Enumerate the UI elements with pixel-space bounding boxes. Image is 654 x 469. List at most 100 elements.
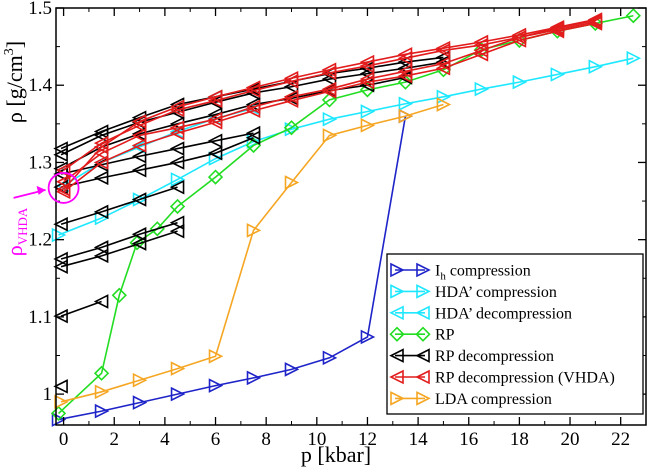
series-5-point-1-7: [321, 81, 337, 97]
series-6: [54, 97, 452, 410]
plot-frame: [55, 7, 647, 426]
series-4-point-6-4: [207, 133, 223, 149]
series-4-line-4: [60, 186, 178, 225]
series-6-point-0-8: [360, 118, 376, 133]
series-3-point-0-0: [50, 405, 67, 422]
y-tick-label-2: 1.2: [28, 230, 52, 251]
vhda-circle: [47, 172, 80, 204]
series-4-point-2-3: [169, 223, 185, 239]
legend-label-main-3: RP: [435, 327, 455, 344]
series-5-point-1-2: [131, 128, 147, 143]
y-axis-label-close: ]: [2, 41, 27, 48]
series-5-point-3-4: [207, 89, 223, 105]
series-4-point-5-3: [169, 155, 185, 170]
series-5-line-1: [63, 19, 596, 183]
series-5-point-0-1: [93, 155, 109, 170]
legend-label-3: RP: [435, 327, 455, 344]
series-1-point-0-15: [626, 50, 642, 66]
series-4-line-2: [60, 230, 178, 268]
legend-label-main-0: I: [435, 263, 440, 280]
series-4-point-3-0: [53, 251, 68, 267]
series-6-point-0-0: [54, 394, 69, 410]
series-3-point-0-5: [169, 198, 186, 215]
series-0-point-0-6: [284, 362, 300, 377]
series-1-point-0-13: [550, 67, 566, 82]
series-5-point-3-3: [169, 99, 185, 115]
series-3-point-0-8: [283, 120, 300, 136]
series-5-point-3-9: [397, 47, 413, 62]
series-6-point-0-1: [94, 384, 110, 400]
y-axis-label-main: ρ [g/cm: [2, 55, 27, 123]
series-4-point-2-0: [53, 259, 68, 274]
vhda-label-main: ρ: [2, 245, 27, 256]
legend-label-rest-0: compression: [446, 263, 531, 280]
series-1-line-0: [58, 57, 634, 236]
y-tick-label-4: 1.4: [28, 75, 52, 96]
legend-label-5: RP decompression (VHDA): [435, 370, 615, 387]
series-4-point-9-1: [93, 124, 109, 139]
legend-entry-1: HDA’ compression: [390, 284, 557, 301]
series-0-point-0-4: [208, 378, 224, 393]
x-tick-label-2: 4: [160, 429, 170, 450]
vhda-arrow: [13, 185, 46, 199]
series-6-point-0-3: [170, 361, 186, 376]
x-tick-label-3: 6: [211, 429, 221, 450]
series-6-line-0: [60, 103, 444, 403]
series-4-point-5-4: [207, 145, 223, 161]
series-0-line-0: [58, 115, 407, 421]
x-tick-label-4: 8: [261, 429, 271, 450]
series-1-point-0-11: [474, 81, 490, 97]
legend-label-0: Ih compression: [435, 263, 531, 283]
axis-ticks: 0 2 4 6 8 10 12 14 16 18 20 22 1 1.1 1.2 1.3 1.4 1.5: [28, 0, 647, 450]
x-tick-label-1: 2: [109, 429, 119, 450]
y-axis-label-sup: 3: [2, 48, 17, 55]
x-tick-label-10: 20: [561, 429, 580, 450]
series-5-point-1-9: [397, 64, 413, 79]
series-5-point-1-5: [245, 99, 261, 115]
x-tick-label-8: 16: [459, 429, 478, 450]
vhda-label: ρVHDA: [2, 207, 30, 256]
legend-label-1: HDA’ compression: [435, 284, 557, 301]
vhda-label-sub: VHDA: [15, 207, 30, 245]
series-0-point-0-1: [94, 403, 110, 419]
series-1-point-0-0: [51, 227, 67, 243]
series-0-point-0-0: [51, 412, 67, 427]
series-5-point-3-14: [587, 12, 603, 27]
series-5: [55, 12, 603, 200]
series-5-point-3-12: [511, 27, 527, 43]
x-tick-label-7: 14: [409, 429, 429, 450]
series-4-point-6-2: [131, 148, 147, 164]
legend-entry-4: RP decompression: [389, 348, 554, 365]
series-5-point-3-0: [55, 182, 71, 197]
series-3-point-0-17: [625, 8, 641, 24]
legend-entry-2: HDA’ decompression: [389, 305, 572, 322]
series-layer: [50, 8, 642, 427]
series-5-point-0-2: [131, 138, 147, 153]
legend-entry-0: Ih compression: [390, 262, 531, 283]
series-5-point-1-8: [359, 71, 375, 87]
series-5-point-3-1: [93, 139, 109, 155]
x-tick-label-9: 18: [510, 429, 529, 450]
x-tick-label-11: 22: [611, 429, 630, 450]
series-3-point-0-9: [321, 92, 338, 108]
series-4-point-1-1: [93, 294, 109, 309]
series-4-point-3-2: [131, 226, 147, 242]
series-4-point-4-2: [131, 192, 147, 207]
legend-marker-left-4: [389, 348, 404, 363]
series-6-point-0-6: [284, 175, 300, 190]
series-4-point-1-0: [53, 308, 68, 324]
series-0-point-0-5: [246, 370, 262, 386]
series-4-line-7: [60, 76, 406, 170]
legend-marker-right-5: [415, 369, 430, 385]
series-6-point-0-10: [436, 97, 452, 112]
series-3-point-0-4: [149, 221, 165, 237]
series-6-point-0-4: [208, 348, 224, 364]
series-5-point-3-5: [245, 80, 261, 95]
legend-marker-left-0: [390, 262, 405, 278]
legend-marker-right-3: [415, 326, 431, 342]
legend-marker-right-0: [416, 262, 431, 278]
legend-label-sub-0: h: [440, 271, 446, 283]
series-3-point-0-1: [93, 365, 110, 381]
series-5-line-0: [63, 22, 596, 193]
